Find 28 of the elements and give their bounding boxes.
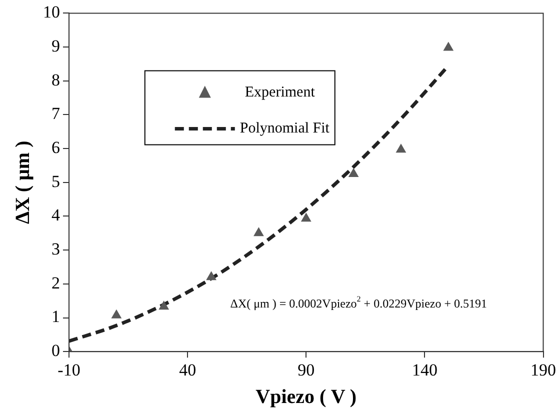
legend-label: Polynomial Fit xyxy=(240,120,330,137)
y-tick-label: 3 xyxy=(52,240,60,259)
y-tick-label: 10 xyxy=(43,2,60,22)
x-axis-title: Vpiezo ( V ) xyxy=(256,386,357,408)
x-tick-label: 190 xyxy=(530,360,556,380)
x-tick-label: -10 xyxy=(58,360,80,380)
point xyxy=(254,227,264,236)
point xyxy=(348,168,359,177)
point xyxy=(443,42,454,51)
x-tick-label: 140 xyxy=(412,360,438,380)
point xyxy=(206,271,216,280)
point xyxy=(158,300,170,310)
point xyxy=(396,144,406,153)
legend-label: Experiment xyxy=(244,84,316,101)
x-tick-label: 90 xyxy=(298,360,315,380)
y-tick-label: 6 xyxy=(52,138,60,158)
y-tick-label: 0 xyxy=(52,341,60,360)
y-tick-label: 4 xyxy=(52,206,60,225)
y-tick-label: 2 xyxy=(52,273,60,292)
y-axis-title: ΔX ( μm ) xyxy=(12,140,34,224)
y-tick-label: 9 xyxy=(52,36,60,56)
point xyxy=(300,212,312,222)
point xyxy=(111,309,122,318)
x-tick-label: 40 xyxy=(179,360,196,380)
y-tick-label: 7 xyxy=(52,104,60,124)
y-tick-label: 8 xyxy=(52,70,60,90)
y-tick-label: 5 xyxy=(52,172,60,191)
y-tick-label: 1 xyxy=(52,307,60,326)
